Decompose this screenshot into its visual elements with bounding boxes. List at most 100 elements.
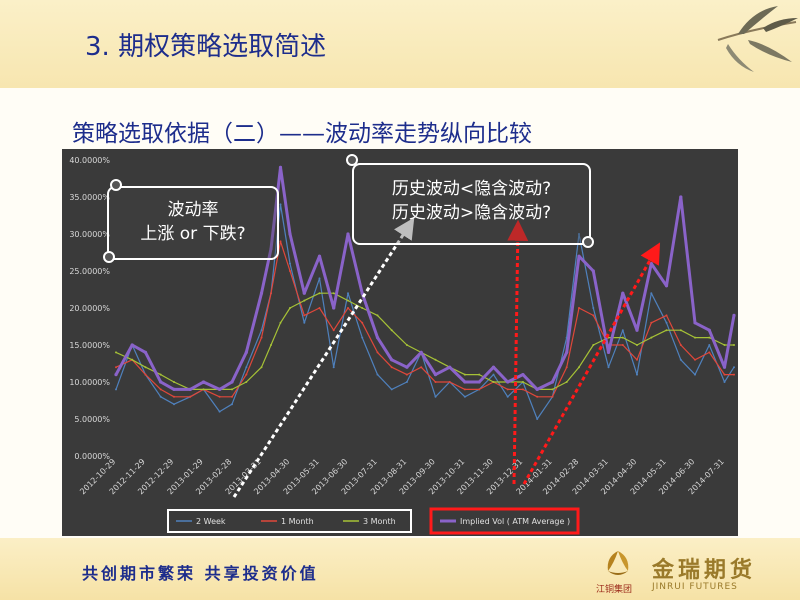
legend-label: 2 Week bbox=[196, 517, 226, 526]
data-point bbox=[434, 381, 437, 383]
data-point bbox=[732, 313, 736, 317]
data-point bbox=[347, 307, 349, 309]
legend-label: Implied Vol ( ATM Average ) bbox=[460, 517, 570, 526]
y-tick-label: 0.0000% bbox=[74, 452, 110, 461]
data-point bbox=[376, 314, 379, 317]
data-point bbox=[665, 314, 668, 317]
data-point bbox=[694, 373, 696, 376]
data-point bbox=[347, 299, 349, 302]
arrow-to-iv-peak bbox=[522, 242, 661, 485]
data-point bbox=[650, 336, 653, 339]
volatility-line-chart: 0.0000% 5.0000% 10.0000% 15.0000% 20.0000% 25… bbox=[62, 149, 738, 536]
data-point bbox=[636, 373, 638, 376]
footer-band bbox=[0, 538, 800, 600]
data-point bbox=[448, 365, 452, 369]
data-point bbox=[260, 329, 263, 332]
logo-company-name: 金瑞期货 bbox=[652, 558, 757, 583]
data-point bbox=[635, 328, 639, 332]
data-point bbox=[172, 387, 176, 391]
callout-left-scroll-bottom bbox=[103, 251, 115, 263]
data-point bbox=[279, 321, 282, 324]
data-point bbox=[478, 373, 481, 376]
data-point bbox=[260, 366, 263, 369]
callout-hv-vs-iv: 历史波动<隐含波动? 历史波动>隐含波动? bbox=[352, 163, 591, 245]
data-point bbox=[279, 203, 282, 206]
data-point bbox=[551, 388, 554, 391]
data-point bbox=[636, 358, 638, 361]
data-point bbox=[578, 233, 580, 235]
data-point bbox=[115, 366, 117, 369]
data-point bbox=[536, 395, 539, 398]
slide-subtitle: 策略选取依据（二）——波动率走势纵向比较 bbox=[72, 121, 532, 147]
data-point bbox=[578, 366, 580, 369]
data-point bbox=[636, 344, 638, 346]
data-point bbox=[230, 380, 234, 384]
logo-english-name: JINRUI FUTURES bbox=[652, 582, 738, 592]
data-point bbox=[665, 329, 668, 332]
data-point bbox=[144, 366, 147, 369]
data-point bbox=[664, 284, 669, 288]
callout-left-line-2: 上涨 or 下跌? bbox=[140, 224, 246, 244]
data-point bbox=[463, 380, 467, 384]
arrow-to-left-callout bbox=[232, 217, 415, 498]
data-point bbox=[303, 321, 306, 324]
data-point bbox=[433, 373, 438, 377]
y-tick-label: 40.0000% bbox=[69, 156, 110, 165]
data-point bbox=[218, 410, 221, 413]
data-point bbox=[131, 358, 134, 361]
callout-left-scroll-top bbox=[110, 179, 122, 191]
data-point bbox=[390, 388, 393, 391]
data-point bbox=[288, 232, 292, 236]
legend-box-implied bbox=[429, 507, 580, 535]
data-point bbox=[347, 292, 349, 295]
y-tick-label: 25.0000% bbox=[69, 267, 110, 276]
data-point bbox=[270, 292, 272, 295]
data-point bbox=[289, 262, 291, 265]
data-point bbox=[302, 291, 306, 295]
callout-left-line-1: 波动率 bbox=[167, 200, 219, 220]
data-point bbox=[218, 387, 222, 391]
data-point bbox=[565, 381, 568, 383]
data-point bbox=[621, 329, 624, 332]
arrow-to-right-callout bbox=[507, 219, 529, 485]
data-point bbox=[115, 388, 117, 391]
data-point bbox=[722, 365, 727, 369]
data-point bbox=[419, 350, 423, 354]
chart-background bbox=[62, 149, 738, 536]
slide-title: 3. 期权策略选取简述 bbox=[85, 32, 327, 62]
footer-slogan: 共创期市繁荣 共享投资价值 bbox=[82, 564, 319, 583]
y-tick-label: 30.0000% bbox=[69, 230, 110, 239]
data-point bbox=[723, 373, 726, 376]
legend-label: 1 Month bbox=[281, 517, 314, 526]
legend-box-history bbox=[167, 509, 412, 533]
data-point bbox=[245, 381, 248, 383]
data-point bbox=[565, 366, 568, 369]
data-point bbox=[420, 366, 423, 369]
data-point bbox=[693, 321, 697, 325]
data-point bbox=[303, 299, 306, 302]
data-point bbox=[565, 350, 569, 354]
data-point bbox=[679, 358, 682, 361]
bamboo-decoration-icon bbox=[717, 6, 798, 72]
data-point bbox=[478, 388, 481, 391]
data-point bbox=[463, 388, 466, 391]
data-point bbox=[115, 351, 117, 354]
y-tick-label: 15.0000% bbox=[69, 341, 110, 350]
data-point bbox=[269, 247, 273, 251]
jinrui-logo-icon bbox=[607, 551, 629, 575]
data-point bbox=[448, 381, 451, 383]
data-point bbox=[650, 321, 653, 324]
data-point bbox=[694, 336, 696, 339]
data-point bbox=[231, 388, 233, 391]
data-point bbox=[665, 321, 668, 324]
data-point bbox=[434, 358, 437, 361]
data-point bbox=[535, 387, 539, 391]
data-point bbox=[270, 344, 272, 346]
data-point bbox=[346, 232, 350, 236]
data-point bbox=[231, 395, 233, 398]
data-point bbox=[279, 240, 282, 243]
data-point bbox=[723, 344, 726, 346]
data-point bbox=[303, 314, 306, 317]
data-point bbox=[592, 344, 595, 346]
data-point bbox=[332, 292, 335, 295]
